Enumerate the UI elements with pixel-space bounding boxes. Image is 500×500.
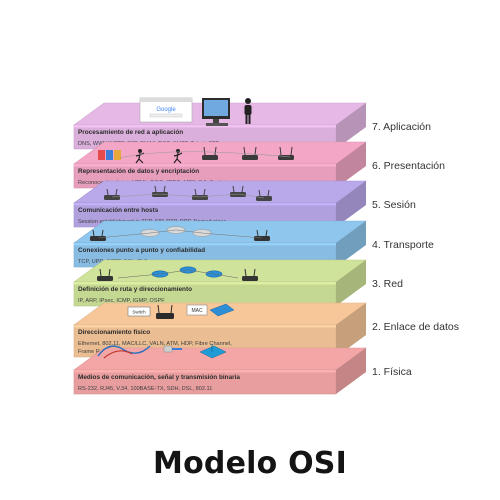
layer-side-face (336, 221, 366, 267)
wireless-router-icon (97, 268, 113, 281)
connection-line (119, 151, 291, 159)
layer-name: 5. Sesión (372, 199, 416, 211)
layer-side-face (336, 181, 366, 227)
running-person-icon (135, 149, 145, 164)
connection-line (117, 269, 239, 279)
rj45-connector-icon (163, 345, 182, 353)
layer-side-face (336, 348, 366, 394)
cable-icon (97, 345, 151, 357)
layer-edge-highlight (74, 325, 336, 328)
layer-description: Comunicación entre hosts (78, 207, 159, 214)
router-icon (90, 229, 106, 241)
layer-name: 1. Física (372, 366, 412, 378)
browser-logo-text: Google (156, 107, 176, 113)
router-icon (254, 229, 270, 241)
computer-monitor-icon (202, 98, 230, 126)
router-icon (230, 185, 246, 197)
network-switch-box-icon (209, 303, 235, 317)
osi-layer-1: Medios de comunicación, señal y transmis… (73, 347, 412, 395)
osi-layer-5: Comunicación entre hostsSession establis… (73, 180, 416, 228)
layer-description: Conexiones punto a punto y confiabilidad (78, 247, 205, 254)
person-icon (244, 98, 252, 124)
switch-label: Switch (132, 310, 146, 315)
layer-name: 2. Enlace de datos (372, 321, 459, 333)
layer-edge-highlight (74, 282, 336, 285)
layer-description: Definición de ruta y direccionamiento (78, 286, 192, 293)
switch-icon: Switch (127, 306, 151, 317)
layer-description: Medios de comunicación, señal y transmis… (78, 374, 240, 381)
layer-front-face (73, 281, 337, 307)
wireless-router-icon (202, 146, 218, 160)
layer-name: 7. Aplicación (372, 121, 431, 133)
layer-name: 4. Transporte (372, 239, 434, 251)
layer-protocols: RS-232, RJ45, V.34, 100BASE-TX, SDH, DSL… (78, 386, 212, 392)
osi-layers: Procesamiento de red a aplicaciónDNS, WW… (73, 102, 459, 395)
router-icon (104, 188, 120, 200)
router-icon (156, 304, 174, 319)
page-title: Modelo OSI (153, 446, 347, 481)
layer-front-face (73, 369, 337, 395)
mac-label: MAC (191, 308, 203, 314)
router-icon (152, 185, 168, 197)
osi-layer-4: Conexiones punto a punto y confiabilidad… (73, 220, 434, 268)
file-icon (98, 150, 105, 160)
layer-name: 3. Red (372, 278, 403, 290)
file-icon (106, 150, 113, 160)
layer-description: Direccionamiento físico (78, 329, 150, 336)
browser-window-icon: Google (139, 97, 193, 123)
cable-icon (103, 350, 133, 359)
layer-edge-highlight (74, 243, 336, 246)
layer-protocols: IP, ARP, IPsec, ICMP, IGMP, OSPF (78, 298, 165, 304)
layer-side-face (336, 303, 366, 357)
layer-side-face (336, 260, 366, 306)
file-icon (114, 150, 121, 160)
layer-protocols: Ethernet, 802.11, MAC/LLC, VALN, ATM, HD… (78, 341, 232, 347)
layer-edge-highlight (74, 203, 336, 206)
layer-edge-highlight (74, 164, 336, 167)
layer-top-face (73, 259, 367, 283)
layer-description: Representación de datos y encriptación (78, 168, 199, 175)
connection-line (111, 193, 265, 199)
layer-side-face (336, 142, 366, 188)
connection-line (97, 229, 263, 239)
layer-side-face (336, 103, 366, 149)
layer-illustrations: Google Switch MAC (90, 97, 294, 359)
osi-diagram: Procesamiento de red a aplicaciónDNS, WW… (73, 97, 459, 395)
modem-icon (199, 344, 227, 359)
layer-edge-highlight (74, 370, 336, 373)
osi-layer-3: Definición de ruta y direccionamiento IP,… (73, 259, 403, 307)
layer-name: 6. Presentación (372, 160, 445, 172)
mac-address-tag: MAC (186, 304, 208, 316)
layer-top-face (73, 220, 367, 244)
layer-edge-highlight (74, 125, 336, 128)
wireless-router-icon (242, 268, 258, 281)
layer-description: Procesamiento de red a aplicación (78, 129, 183, 136)
router-icon (192, 188, 208, 200)
